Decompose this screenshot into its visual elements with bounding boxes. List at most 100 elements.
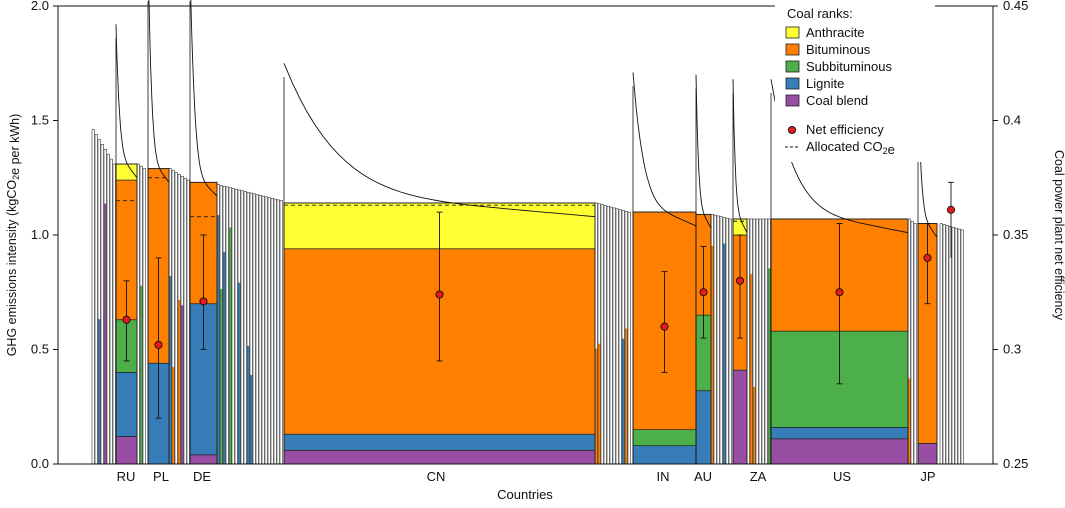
legend-label-lignite: Lignite <box>806 76 844 91</box>
minor-bar <box>722 217 726 465</box>
minor-bar <box>228 187 232 465</box>
efficiency-point <box>923 253 932 262</box>
bar-segment-subbituminous <box>632 429 697 447</box>
y-left-axis-title: GHG emissions intensity (kgCO2e per kWh) <box>5 114 22 357</box>
legend-swatch-lignite <box>785 77 800 90</box>
minor-bar-outline <box>609 206 613 465</box>
minor-bar-outline <box>94 134 98 465</box>
minor-bar <box>252 193 256 465</box>
minor-bar <box>225 186 229 465</box>
y-right-tick-label: 0.35 <box>1003 227 1028 242</box>
minor-bar-outline <box>270 198 274 465</box>
minor-bar-fill <box>753 386 756 464</box>
y-left-tick-label: 1.0 <box>31 227 49 242</box>
minor-bar-outline <box>960 229 964 465</box>
minor-bar <box>103 148 107 465</box>
minor-bar <box>755 218 759 465</box>
bar-segment-lignite <box>770 427 909 440</box>
minor-bar <box>719 216 723 465</box>
minor-bar <box>725 217 729 465</box>
efficiency-point <box>660 322 669 331</box>
minor-bar <box>270 198 274 465</box>
legend-label-coal blend: Coal blend <box>806 93 868 108</box>
minor-bar <box>174 172 178 465</box>
minor-bar <box>279 200 283 465</box>
efficiency-point <box>122 315 131 324</box>
minor-bar-outline <box>261 195 265 465</box>
minor-bar-outline <box>600 204 604 465</box>
minor-bar-outline <box>606 205 610 465</box>
distribution-curve <box>148 0 170 183</box>
minor-bar <box>139 166 143 465</box>
x-tick-label-cn: CN <box>427 469 446 484</box>
minor-bar <box>97 139 101 465</box>
bar-segment-lignite <box>283 433 596 451</box>
minor-bar <box>171 170 175 465</box>
country-bar-cn <box>283 63 596 465</box>
legend-label-anthracite: Anthracite <box>806 25 865 40</box>
minor-bar-outline <box>761 218 765 465</box>
x-tick-label-za: ZA <box>750 469 767 484</box>
minor-bar-outline <box>951 226 955 465</box>
x-axis-title: Countries <box>497 487 553 502</box>
bar-segment-anthracite <box>115 163 138 181</box>
minor-bar <box>716 215 720 465</box>
efficiency-point <box>835 288 844 297</box>
minor-bar <box>728 218 732 465</box>
y-right-tick-label: 0.25 <box>1003 456 1028 471</box>
minor-bar <box>234 188 238 465</box>
x-tick-label-ru: RU <box>117 469 136 484</box>
legend-label-allocated: Allocated CO2e <box>806 139 895 157</box>
bar-segment-blend <box>917 443 938 465</box>
minor-bar <box>761 218 765 465</box>
minor-bar-fill <box>238 282 241 464</box>
minor-bar <box>910 220 914 465</box>
minor-bar-outline <box>942 224 946 465</box>
x-tick-label-us: US <box>833 469 851 484</box>
minor-bar <box>267 197 271 465</box>
minor-bar-fill <box>595 348 598 464</box>
minor-bar <box>273 198 277 465</box>
minor-bar-fill <box>223 251 226 464</box>
bar-segment-blend <box>770 438 909 465</box>
minor-bar <box>264 196 268 465</box>
minor-bar-fill <box>98 319 101 464</box>
minor-bar-outline <box>948 225 952 465</box>
bar-segment-lignite <box>695 390 712 465</box>
minor-bar-fill <box>908 378 911 464</box>
minor-bar-fill <box>711 245 714 464</box>
minor-bar <box>249 192 253 465</box>
minor-bar-outline <box>612 207 616 465</box>
efficiency-point <box>699 288 708 297</box>
minor-bar <box>231 188 235 465</box>
minor-bar <box>183 177 187 465</box>
y-left-tick-label: 1.5 <box>31 113 49 128</box>
y-left-tick-label: 0.0 <box>31 456 49 471</box>
minor-bar <box>913 223 917 465</box>
efficiency-point <box>735 276 745 285</box>
x-tick-label-pl: PL <box>153 469 169 484</box>
efficiency-point <box>199 297 208 306</box>
minor-bar-outline <box>267 197 271 465</box>
x-tick-label-jp: JP <box>920 469 935 484</box>
minor-bar <box>276 199 280 465</box>
legend-label-net-efficiency: Net efficiency <box>806 122 884 137</box>
minor-bar-outline <box>183 177 187 465</box>
minor-bar-fill <box>104 203 107 464</box>
minor-bar-outline <box>725 217 729 465</box>
minor-bar-fill <box>172 367 175 464</box>
minor-bar <box>112 163 116 465</box>
minor-bar-outline <box>279 200 283 465</box>
x-tick-label-de: DE <box>193 469 211 484</box>
minor-bar <box>597 203 601 465</box>
minor-bar-outline <box>231 188 235 465</box>
bar-segment-lignite <box>632 445 697 465</box>
minor-bar <box>749 218 753 465</box>
distribution-curve <box>632 72 697 227</box>
minor-bar-outline <box>758 218 762 465</box>
minor-bar-fill <box>768 268 771 464</box>
legend-swatch-subbituminous <box>785 60 800 73</box>
legend-label-subbituminous: Subbituminous <box>806 59 892 74</box>
legend-efficiency-marker <box>787 125 797 135</box>
bar-segment-blend <box>732 369 748 465</box>
